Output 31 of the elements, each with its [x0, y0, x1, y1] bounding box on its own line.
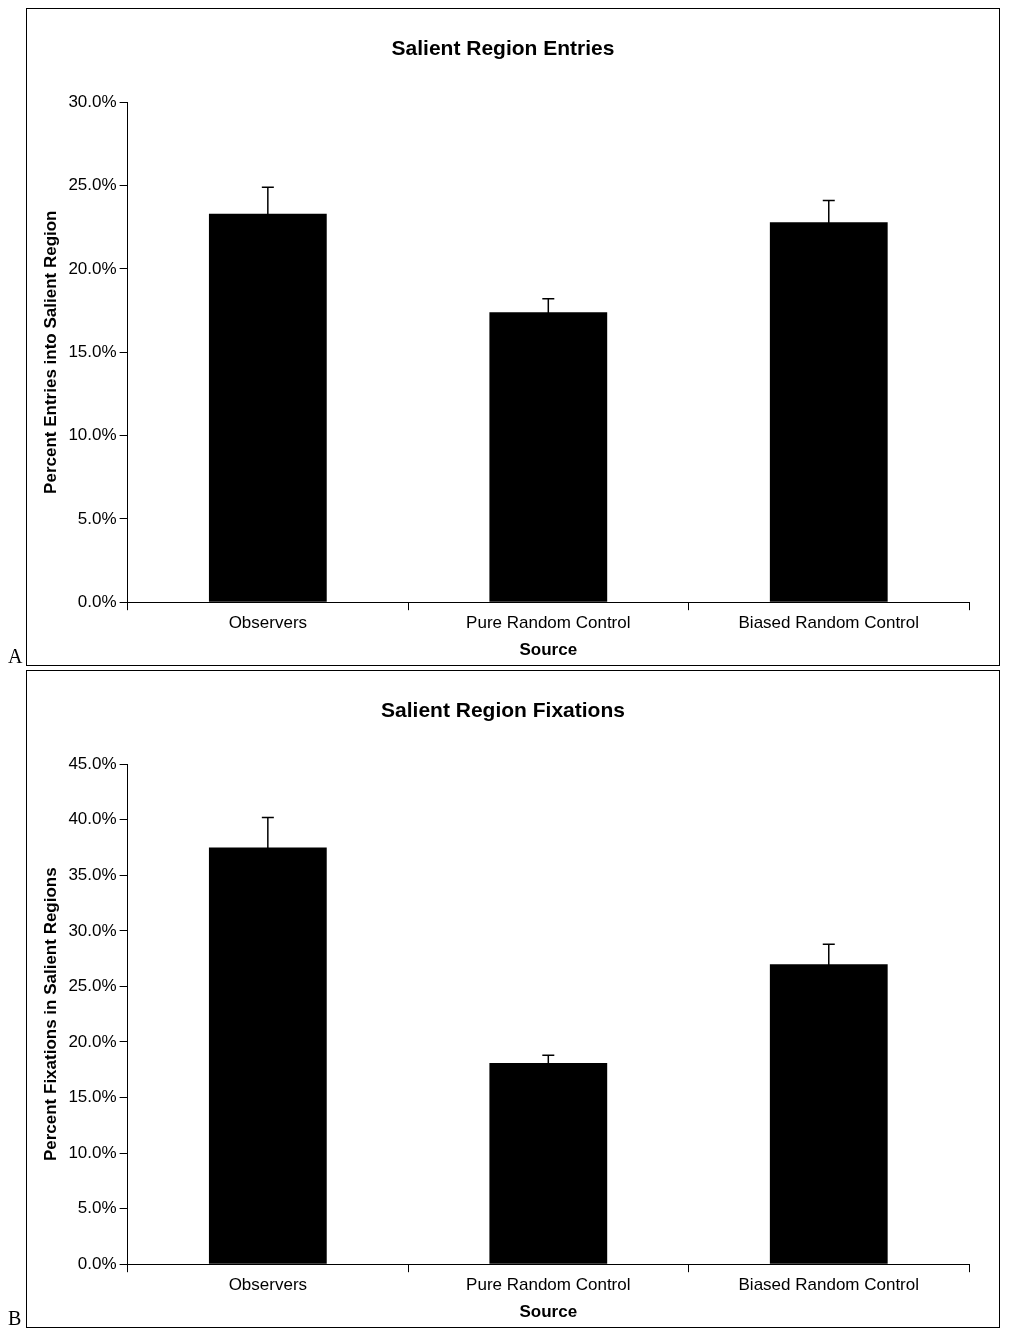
y-tick-label: 35.0% — [68, 865, 117, 884]
y-tick-label: 5.0% — [77, 508, 117, 528]
x-tick-label: Pure Random Control — [466, 1275, 631, 1295]
y-tick-label: 25.0% — [68, 175, 117, 195]
x-tick-label: Pure Random Control — [466, 613, 631, 633]
y-tick-label: 45.0% — [68, 753, 117, 773]
x-tick-label: Biased Random Control — [738, 613, 920, 633]
y-tick-label: 0.0% — [77, 1253, 117, 1273]
text: A — [8, 645, 23, 668]
y-tick-label: 15.0% — [68, 341, 117, 361]
x-tick-label: Biased Random Control — [738, 1275, 920, 1295]
x-tick-label: Observers — [228, 613, 308, 633]
text: B — [8, 1307, 22, 1330]
y-tick-label: 0.0% — [77, 591, 117, 611]
chart-title: Salient Region Fixations — [381, 698, 625, 722]
y-axis-title: Percent Fixations in Salient Regions — [40, 867, 60, 1162]
y-tick-label: 30.0% — [68, 920, 117, 940]
y-tick-label: 5.0% — [77, 1198, 117, 1218]
y-tick-label: 15.0% — [68, 1087, 117, 1107]
y-tick-label: 25.0% — [68, 976, 117, 996]
y-axis-title: Percent Entries into Salient Region — [40, 210, 60, 494]
y-tick-label: 40.0% — [68, 809, 117, 829]
x-axis-title: Source — [519, 640, 578, 660]
x-tick-label: Observers — [228, 1275, 308, 1295]
y-tick-label: 10.0% — [68, 1142, 117, 1162]
y-tick-label: 30.0% — [68, 91, 117, 111]
y-tick-label: 20.0% — [68, 258, 117, 278]
y-tick-label: 20.0% — [68, 1031, 117, 1051]
x-axis-title: Source — [519, 1302, 578, 1322]
chart-title: Salient Region Entries — [391, 36, 615, 60]
y-tick-label: 10.0% — [68, 425, 117, 445]
